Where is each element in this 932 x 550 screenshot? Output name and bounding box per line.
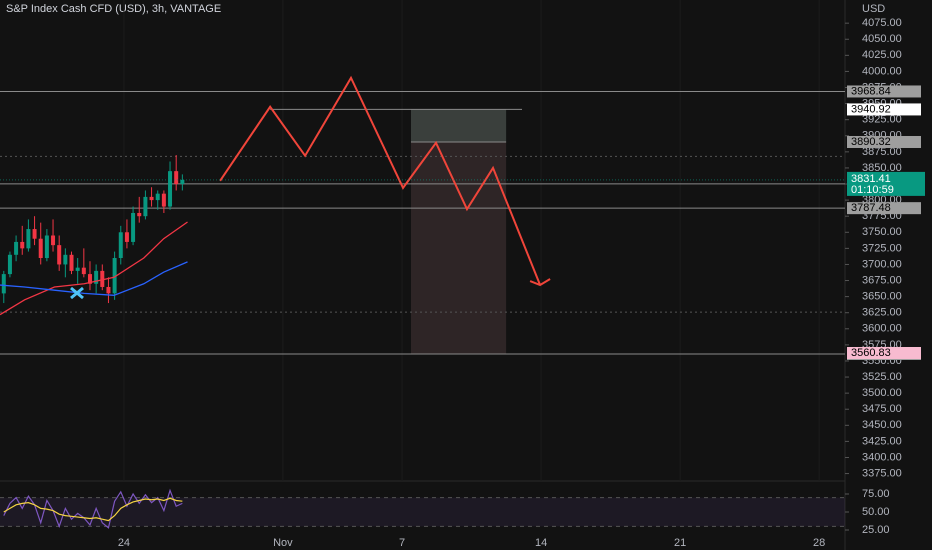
currency: USD	[862, 3, 885, 15]
price-label-bg	[847, 135, 921, 148]
candle-body	[180, 179, 185, 185]
candle-body	[131, 212, 136, 242]
candle-body	[106, 286, 111, 294]
y-tick-label: 3375.00	[862, 467, 902, 479]
y-tick-label: 3525.00	[862, 371, 902, 383]
y-tick-label: 3925.00	[862, 114, 902, 126]
x-tick-label: 21	[674, 537, 686, 549]
candle-body	[51, 235, 56, 246]
candle-body	[57, 245, 62, 265]
rsi-tick-label: 50.00	[862, 506, 890, 518]
candle-body	[75, 267, 80, 271]
price-label-bg	[847, 103, 921, 116]
candle-body	[161, 193, 166, 207]
candle-body	[100, 270, 105, 287]
y-tick-label: 4050.00	[862, 33, 902, 45]
candle-body	[143, 196, 148, 217]
price-label: 3940.92	[851, 103, 891, 115]
price-label: 3890.32	[851, 136, 891, 148]
y-tick-label: 3450.00	[862, 419, 902, 431]
y-tick-label: 3650.00	[862, 291, 902, 303]
y-tick-label: 3500.00	[862, 387, 902, 399]
candle-body	[7, 254, 12, 275]
y-tick-label: 3725.00	[862, 242, 902, 254]
moving-average	[0, 221, 188, 316]
y-tick-label: 3875.00	[862, 146, 902, 158]
y-tick-label: 3675.00	[862, 274, 902, 286]
projection-line	[219, 75, 542, 286]
y-tick-label: 3425.00	[862, 435, 902, 447]
candle-body	[112, 258, 117, 294]
candle-body	[168, 171, 173, 207]
candle-body	[14, 241, 19, 255]
candle-body	[32, 229, 37, 239]
target-label-bg	[847, 346, 921, 359]
candle-body	[87, 274, 92, 284]
rsi-tick-label: 75.00	[862, 488, 890, 500]
candle-body	[38, 238, 43, 259]
y-tick-label: 3600.00	[862, 323, 902, 335]
candle-body	[137, 212, 142, 217]
candle-body	[69, 254, 74, 271]
y-tick-label: 3850.00	[862, 162, 902, 174]
target-zone	[410, 141, 507, 354]
x-tick-label: Nov	[273, 537, 293, 549]
price-label-bg	[847, 85, 921, 98]
y-tick-label: 4075.00	[862, 17, 902, 29]
x-tick-label: 14	[535, 537, 547, 549]
candle-body	[174, 171, 179, 185]
signal-marker	[70, 286, 84, 300]
rsi-line	[3, 488, 183, 529]
x-tick-label: 28	[813, 537, 825, 549]
candle-body	[81, 267, 86, 275]
candle-body	[26, 229, 31, 249]
candle-body	[118, 232, 123, 259]
last-price: 3831.41	[851, 173, 891, 185]
y-tick-label: 3750.00	[862, 226, 902, 238]
candle-body	[63, 254, 68, 265]
price-label: 3787.48	[851, 202, 891, 214]
x-tick-label: 24	[118, 537, 130, 549]
candle-body	[20, 241, 25, 249]
y-tick-label: 3700.00	[862, 258, 902, 270]
arrow-head	[529, 278, 551, 287]
y-tick-label: 3475.00	[862, 403, 902, 415]
price-label-bg	[847, 202, 921, 215]
chart-title: S&P Index Cash CFD (USD), 3h, VANTAGE	[6, 3, 221, 15]
y-tick-label: 3625.00	[862, 307, 902, 319]
candle-body	[1, 274, 6, 294]
target-label: 3560.83	[851, 347, 891, 359]
stop-zone	[410, 109, 507, 142]
price-label: 3968.84	[851, 85, 891, 97]
last-price-bg	[847, 171, 925, 196]
candle-body	[44, 235, 49, 259]
rsi-band	[0, 497, 845, 527]
y-tick-label: 3400.00	[862, 451, 902, 463]
candle-body	[155, 193, 160, 201]
candle-body	[94, 270, 99, 284]
x-tick-label: 7	[399, 537, 405, 549]
y-tick-label: 4000.00	[862, 65, 902, 77]
candle-body	[149, 196, 154, 201]
moving-average	[0, 261, 188, 296]
candle-body	[124, 232, 129, 242]
rsi-ma-line	[3, 497, 183, 522]
countdown: 01:10:59	[851, 184, 894, 196]
rsi-tick-label: 25.00	[862, 524, 890, 536]
y-tick-label: 4025.00	[862, 49, 902, 61]
